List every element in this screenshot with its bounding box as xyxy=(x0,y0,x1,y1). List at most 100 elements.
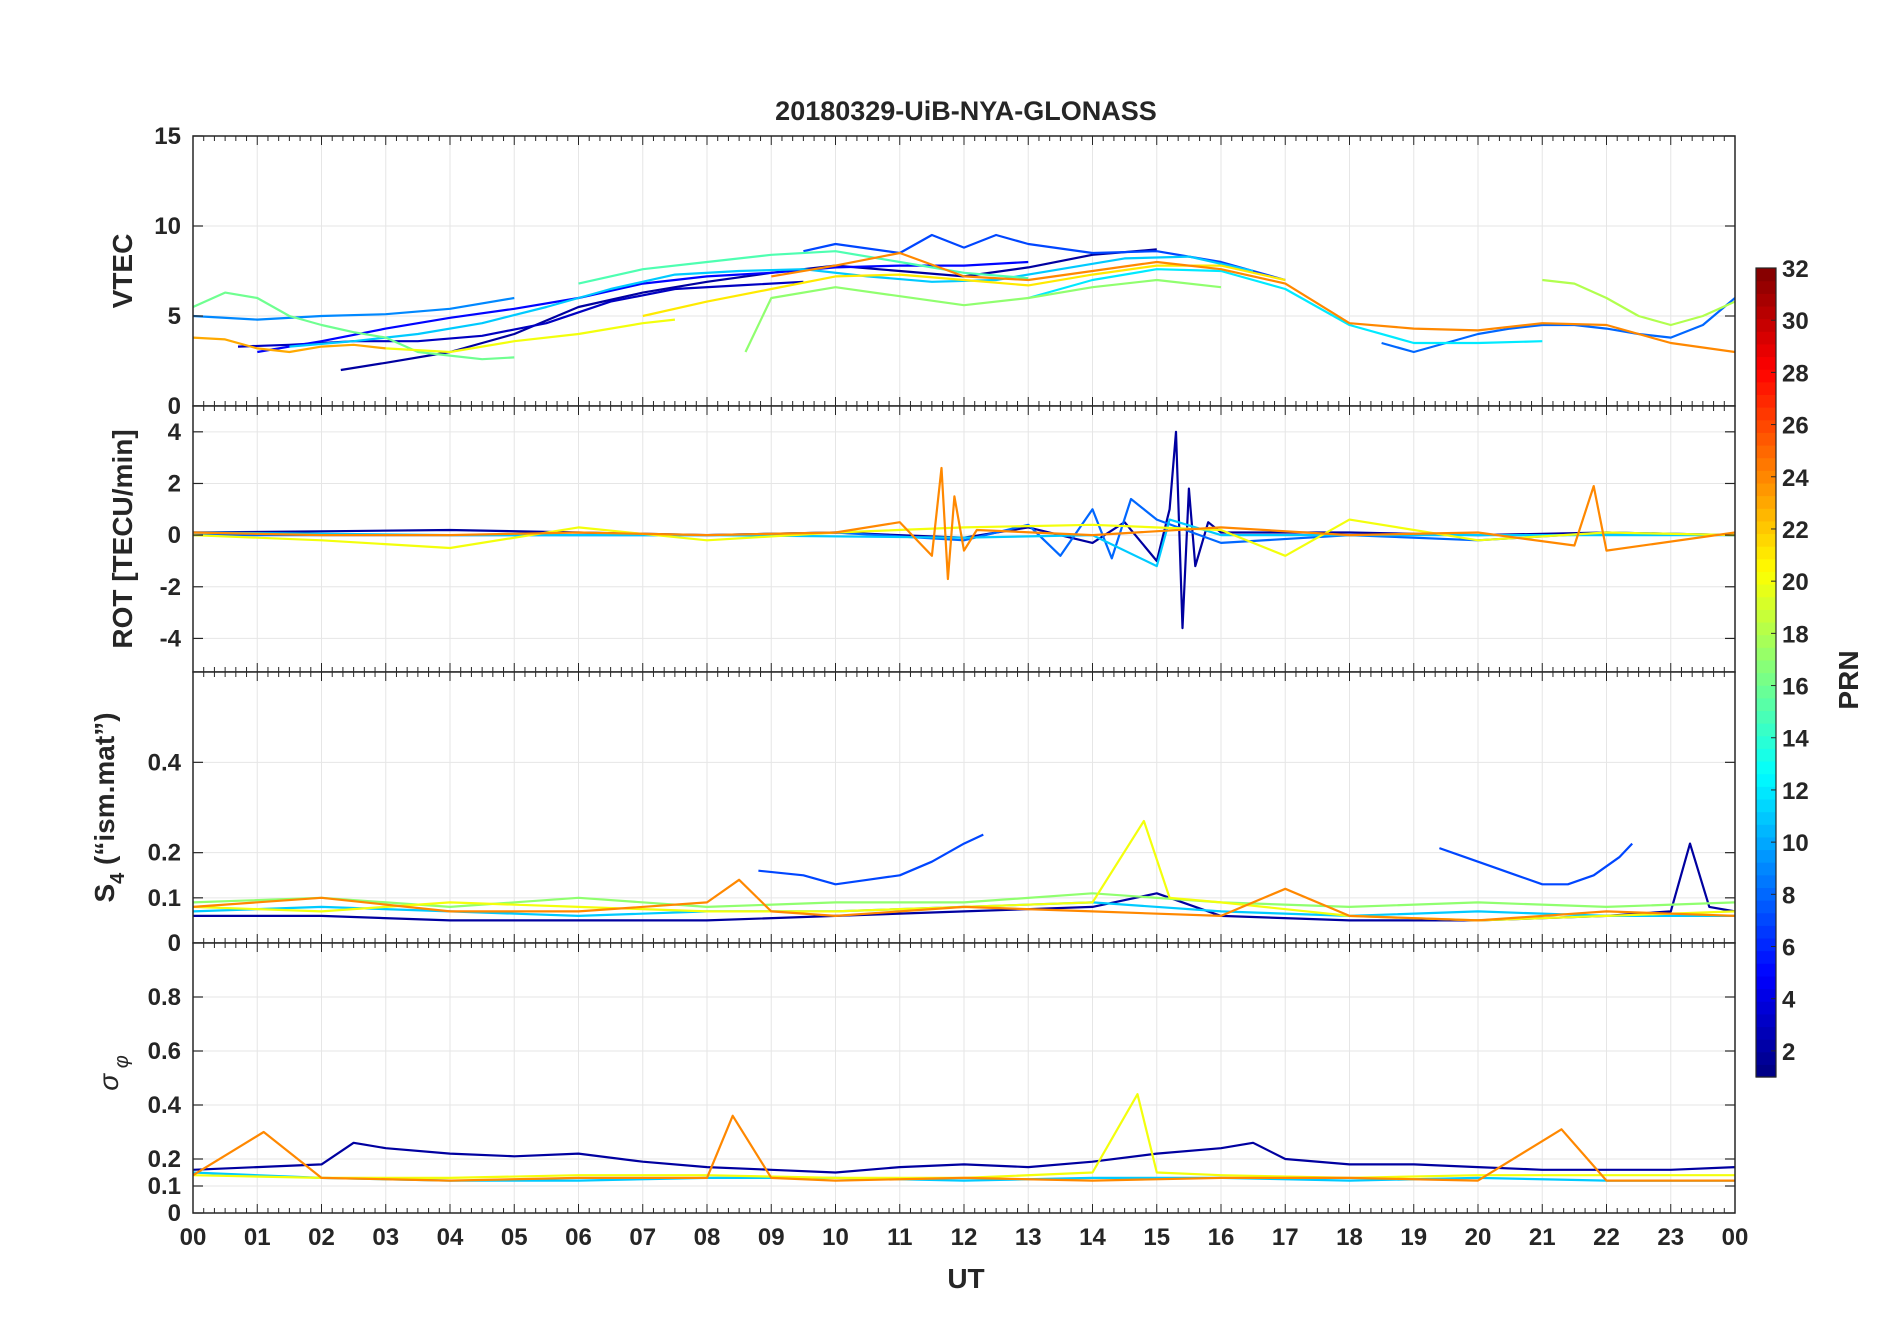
colorbar-swatch xyxy=(1756,988,1776,1002)
x-tick-label: 19 xyxy=(1400,1224,1427,1251)
colorbar-swatch xyxy=(1756,862,1776,876)
colorbar-tick-label: 2 xyxy=(1782,1039,1795,1066)
y-tick-label: 2 xyxy=(168,470,181,497)
colorbar-swatch xyxy=(1756,508,1776,522)
colorbar-label: PRN xyxy=(1833,650,1864,709)
colorbar-tick-label: 18 xyxy=(1782,621,1809,648)
colorbar-swatch xyxy=(1756,748,1776,762)
colorbar-swatch xyxy=(1756,293,1776,307)
colorbar-tick-label: 28 xyxy=(1782,360,1809,387)
colorbar-swatch xyxy=(1756,634,1776,648)
series-prn-12 xyxy=(1028,268,1543,345)
series-prn-2 xyxy=(340,248,1157,372)
y-tick-label: 0 xyxy=(168,930,181,957)
colorbar-swatch xyxy=(1756,723,1776,737)
colorbar-swatch xyxy=(1756,432,1776,446)
colorbar-frame xyxy=(1755,267,1777,1078)
colorbar-swatch xyxy=(1756,836,1776,851)
colorbar-swatch xyxy=(1756,609,1776,623)
series-prn-24 xyxy=(193,878,1735,922)
x-tick-label: 01 xyxy=(244,1224,271,1251)
series-prn-9 xyxy=(193,296,515,321)
colorbar-swatch xyxy=(1756,482,1776,497)
panel-vtec-series xyxy=(193,233,1735,372)
y-tick-label: 0.4 xyxy=(148,749,182,776)
colorbar-tick-label: 4 xyxy=(1782,987,1796,1014)
x-tick-label: 15 xyxy=(1143,1224,1170,1251)
series-prn-24 xyxy=(193,466,1735,581)
y-tick-label: 0.2 xyxy=(148,840,181,867)
x-tick-label: 10 xyxy=(822,1224,849,1251)
x-tick-label: 11 xyxy=(887,1224,912,1251)
colorbar-swatch xyxy=(1756,546,1776,560)
colorbar-swatch xyxy=(1756,1013,1776,1028)
chart-title: 20180329-UiB-NYA-GLONASS xyxy=(775,96,1157,126)
series-prn-8 xyxy=(1381,297,1735,354)
colorbar-swatch xyxy=(1756,1039,1776,1053)
colorbar-swatch xyxy=(1756,849,1776,863)
colorbar-swatch xyxy=(1756,268,1776,282)
colorbar-swatch xyxy=(1756,495,1776,509)
colorbar-swatch xyxy=(1756,659,1776,674)
x-tick-label: 18 xyxy=(1336,1224,1363,1251)
y-axis-label-vtec: VTEC xyxy=(107,234,138,309)
y-tick-label: 10 xyxy=(154,213,181,240)
colorbar-swatch xyxy=(1756,394,1776,408)
colorbar-tick-label: 10 xyxy=(1782,830,1809,857)
colorbar-swatch xyxy=(1756,419,1776,433)
x-tick-label: 21 xyxy=(1529,1224,1556,1251)
colorbar-swatch xyxy=(1756,470,1776,484)
y-tick-label: 0 xyxy=(168,1200,181,1227)
colorbar-tick-label: 14 xyxy=(1782,726,1809,753)
colorbar-swatch xyxy=(1756,1026,1776,1040)
colorbar-swatch xyxy=(1756,407,1776,421)
series-prn-15 xyxy=(578,250,1029,285)
series-prn-11 xyxy=(289,255,1254,348)
y-tick-label: 0.1 xyxy=(148,885,181,912)
series-prn-7 xyxy=(758,833,984,886)
colorbar-tick-label: 8 xyxy=(1782,882,1795,909)
x-tick-label: 03 xyxy=(372,1224,399,1251)
colorbar-swatch xyxy=(1756,824,1776,838)
series-prn-23 xyxy=(193,336,386,354)
colorbar-swatch xyxy=(1756,596,1776,610)
colorbar-swatch xyxy=(1756,975,1776,990)
colorbar-swatch xyxy=(1756,647,1776,661)
colorbar-swatch xyxy=(1756,369,1776,383)
colorbar-swatch xyxy=(1756,1001,1776,1015)
y-tick-label: 0.6 xyxy=(148,1038,181,1065)
colorbar-swatch xyxy=(1756,735,1776,749)
series-prn-20 xyxy=(193,518,1735,557)
colorbar-swatch xyxy=(1756,343,1776,358)
colorbar-swatch xyxy=(1756,1051,1776,1065)
colorbar-swatch xyxy=(1756,786,1776,800)
colorbar-swatch xyxy=(1756,950,1776,964)
series-prn-18 xyxy=(1542,278,1735,327)
panel-s4-series xyxy=(193,819,1735,922)
colorbar-swatch xyxy=(1756,1064,1776,1078)
colorbar-swatch xyxy=(1756,571,1776,585)
y-tick-label: 0.2 xyxy=(148,1146,181,1173)
colorbar-tick-label: 26 xyxy=(1782,413,1809,440)
colorbar-swatch xyxy=(1756,811,1776,825)
panel-rot: -4 -2 0 2 4 ROT [TECU/min] xyxy=(107,405,1736,673)
y-tick-label: 0.4 xyxy=(148,1092,182,1119)
series-prn-20 xyxy=(193,1093,1735,1180)
y-axis-label-sigma-phi: σ φ xyxy=(93,1055,133,1091)
x-tick-label: 08 xyxy=(694,1224,721,1251)
panel-sigma_phi: 00.10.2 0.4 0.6 0.8 σ φ xyxy=(93,942,1736,1227)
y-axis-label-rot: ROT [TECU/min] xyxy=(107,429,138,648)
colorbar-swatch xyxy=(1756,798,1776,813)
x-tick-label: 06 xyxy=(565,1224,592,1251)
x-tick-label: 04 xyxy=(437,1224,464,1251)
colorbar-swatch xyxy=(1756,520,1776,535)
colorbar-swatch xyxy=(1756,318,1776,332)
colorbar-swatch xyxy=(1756,912,1776,926)
y-tick-label: 0 xyxy=(168,393,181,420)
colorbar-swatch xyxy=(1756,444,1776,459)
x-tick-label: 16 xyxy=(1208,1224,1235,1251)
series-prn-2 xyxy=(193,1141,1735,1174)
colorbar-swatch xyxy=(1756,305,1776,320)
